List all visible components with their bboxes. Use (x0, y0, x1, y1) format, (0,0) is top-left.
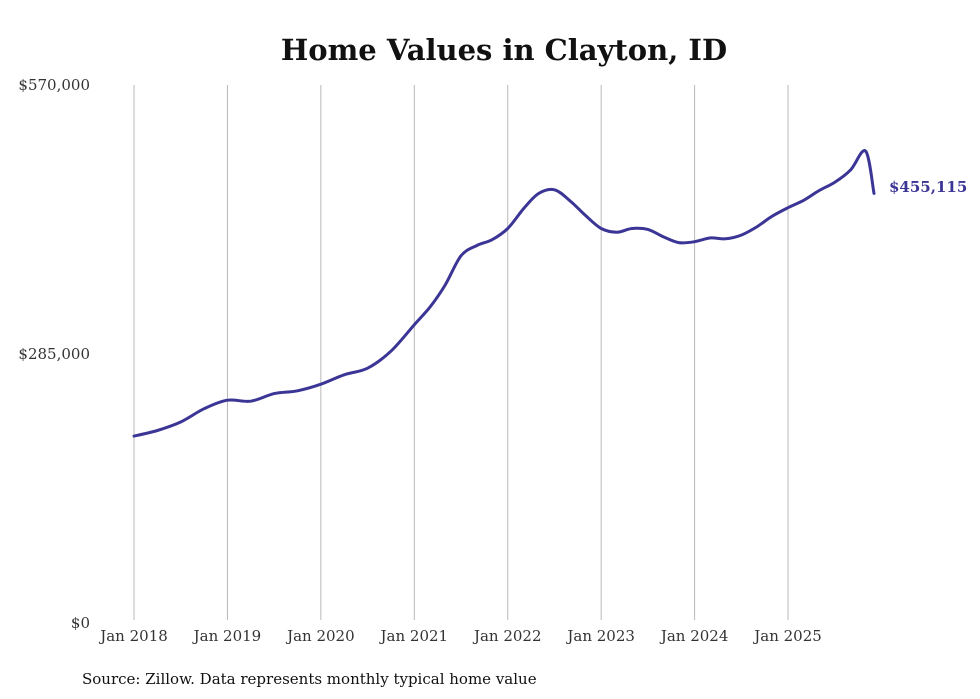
x-tick-label: Jan 2019 (192, 627, 262, 645)
x-tick-label: Jan 2025 (752, 627, 822, 645)
x-tick-label: Jan 2024 (659, 627, 729, 645)
end-value-label: $455,115 (889, 178, 967, 196)
x-tick-label: Jan 2020 (285, 627, 355, 645)
y-tick-label: $0 (71, 614, 90, 632)
y-tick-label: $285,000 (18, 345, 90, 363)
series-layer (132, 149, 876, 438)
grid-layer (133, 85, 789, 620)
chart-title: Home Values in Clayton, ID (281, 33, 727, 67)
x-axis: Jan 2018 Jan 2019 Jan 2020 Jan 2021 Jan 2022… (98, 627, 822, 645)
source-note: Source: Zillow. Data represents monthly … (82, 670, 537, 688)
x-tick-label: Jan 2022 (472, 627, 542, 645)
y-axis: $0 $285,000 $570,000 (18, 76, 90, 632)
series-line-0 (132, 149, 876, 438)
x-tick-label: Jan 2021 (379, 627, 449, 645)
x-tick-label: Jan 2023 (565, 627, 635, 645)
y-tick-label: $570,000 (18, 76, 90, 94)
x-tick-label: Jan 2018 (98, 627, 168, 645)
